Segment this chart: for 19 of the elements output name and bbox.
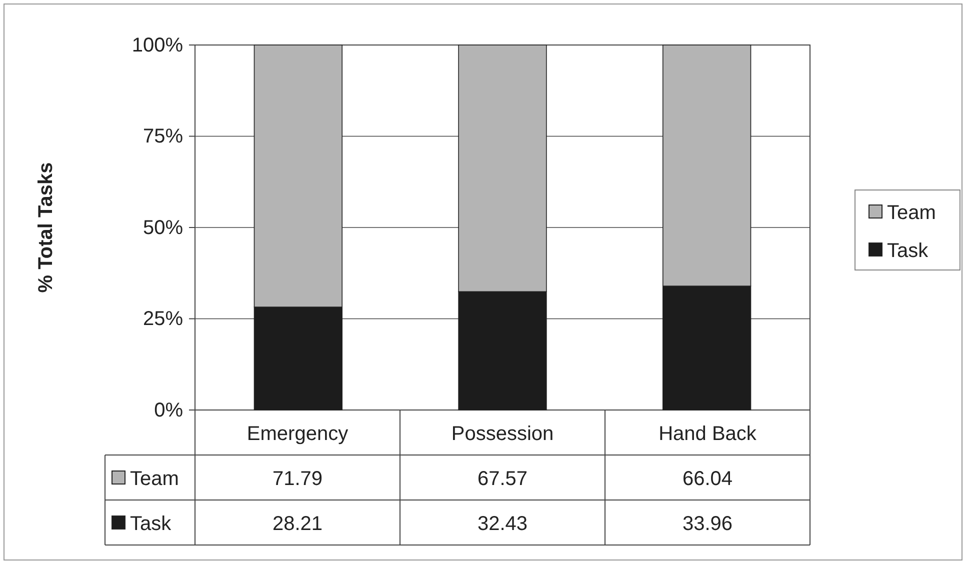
data-label: 66.04	[682, 468, 733, 490]
data-label: 32.43	[477, 513, 528, 535]
x-tick-label: Hand Back	[658, 423, 758, 445]
y-tick-label: 100%	[132, 34, 184, 56]
data-label: 33.96	[682, 513, 733, 535]
data-label: 71.79	[272, 468, 323, 490]
data-label: 28.21	[272, 513, 323, 535]
legend-label: Team	[887, 202, 936, 224]
data-label: 67.57	[477, 468, 528, 490]
y-tick-label: 0%	[154, 399, 184, 422]
x-tick-label: Possession	[451, 423, 554, 445]
text: Task	[887, 240, 928, 262]
y-tick-label: 50%	[142, 216, 184, 239]
x-tick-label: Emergency	[246, 423, 348, 445]
y-tick-label: 75%	[142, 126, 184, 148]
y-tick-label: 25%	[142, 308, 184, 330]
text: Team	[130, 468, 179, 490]
legend-label: Task	[130, 513, 172, 535]
y-axis-title: % Total Tasks	[35, 162, 57, 293]
